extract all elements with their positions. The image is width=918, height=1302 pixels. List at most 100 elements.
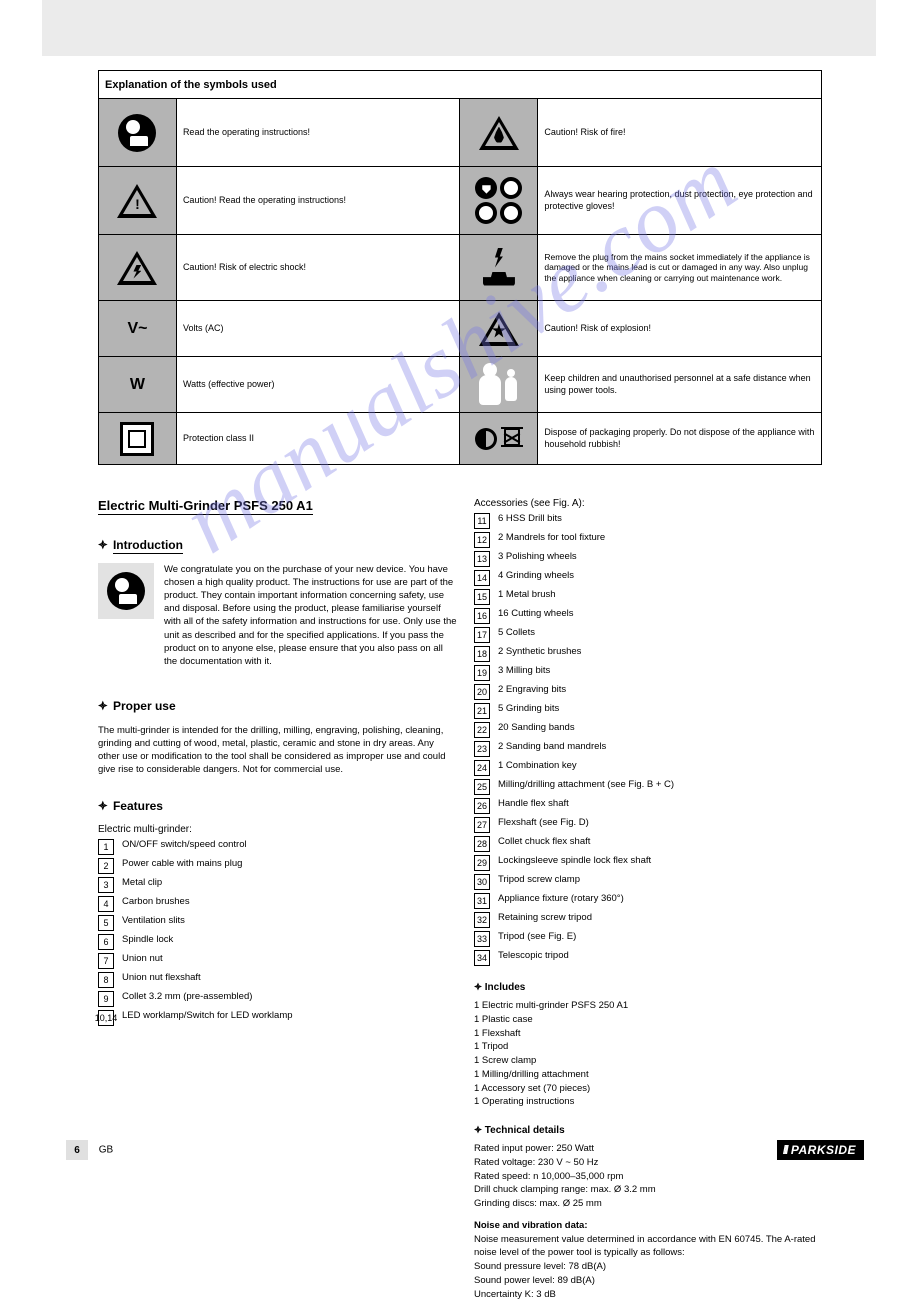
table-row: W Watts (effective power) Keep children … xyxy=(99,357,822,413)
header-bar xyxy=(42,0,876,56)
accessory-item: 34Telescopic tripod xyxy=(474,950,822,966)
includes-item: 1 Milling/drilling attachment xyxy=(474,1068,822,1082)
accessory-item: 116 HSS Drill bits xyxy=(474,513,822,529)
feature-number: 3 xyxy=(98,877,114,893)
accessory-number: 11 xyxy=(474,513,490,529)
feature-item: 1ON/OFF switch/speed control xyxy=(98,839,458,855)
accessory-label: Lockingsleeve spindle lock flex shaft xyxy=(498,855,651,868)
accessory-number: 33 xyxy=(474,931,490,947)
accessory-label: 2 Synthetic brushes xyxy=(498,646,581,659)
accessory-item: 19 3 Milling bits xyxy=(474,665,822,681)
feature-label: Collet 3.2 mm (pre-assembled) xyxy=(122,991,252,1004)
symbol-text: Caution! Risk of electric shock! xyxy=(176,235,460,301)
feature-item: 4Carbon brushes xyxy=(98,896,458,912)
symbol-text: Caution! Read the operating instructions… xyxy=(176,167,460,235)
features-heading: 🟈 Features xyxy=(98,798,458,816)
feature-number: 6 xyxy=(98,934,114,950)
noise-list: Sound pressure level: 78 dB(A)Sound powe… xyxy=(474,1260,822,1301)
accessory-number: 29 xyxy=(474,855,490,871)
accessory-label: 1 Combination key xyxy=(498,760,577,773)
accessory-number: 25 xyxy=(474,779,490,795)
accessory-number: 28 xyxy=(474,836,490,852)
accessory-number: 23 xyxy=(474,741,490,757)
feature-label: Power cable with mains plug xyxy=(122,858,242,871)
accessory-label: Handle flex shaft xyxy=(498,798,569,811)
accessory-number: 22 xyxy=(474,722,490,738)
page-number: 6 xyxy=(66,1140,88,1160)
includes-item: 1 Screw clamp xyxy=(474,1054,822,1068)
accessory-number: 34 xyxy=(474,950,490,966)
accessory-label: Tripod (see Fig. E) xyxy=(498,931,576,944)
accessory-item: 133 Polishing wheels xyxy=(474,551,822,567)
accessory-item: 1616 Cutting wheels xyxy=(474,608,822,624)
unplug-icon xyxy=(460,235,538,301)
accessory-item: 28Collet chuck flex shaft xyxy=(474,836,822,852)
ppe-icon xyxy=(460,167,538,235)
symbol-text: Caution! Risk of explosion! xyxy=(538,301,822,357)
accessory-number: 17 xyxy=(474,627,490,643)
accessory-item: 30Tripod screw clamp xyxy=(474,874,822,890)
accessory-label: 3 Milling bits xyxy=(498,665,550,678)
accessory-number: 15 xyxy=(474,589,490,605)
accessory-label: 1 Metal brush xyxy=(498,589,556,602)
feature-number: 5 xyxy=(98,915,114,931)
symbol-text: Dispose of packaging properly. Do not di… xyxy=(538,413,822,465)
product-title: Electric Multi-Grinder PSFS 250 A1 xyxy=(98,498,458,515)
accessory-item: 32Retaining screw tripod xyxy=(474,912,822,928)
footer-left: 6 GB xyxy=(66,1140,113,1160)
accessory-number: 19 xyxy=(474,665,490,681)
symbol-text: Watts (effective power) xyxy=(176,357,460,413)
table-row: Caution! Risk of electric shock! Remove … xyxy=(99,235,822,301)
feature-label: Ventilation slits xyxy=(122,915,185,928)
includes-heading: 🟈 Includes xyxy=(474,980,822,995)
electric-shock-icon xyxy=(99,235,177,301)
feature-label: Metal clip xyxy=(122,877,162,890)
accessory-label: 16 Cutting wheels xyxy=(498,608,574,621)
feature-item: 8Union nut flexshaft xyxy=(98,972,458,988)
features-subhead: Electric multi-grinder: xyxy=(98,824,458,835)
footer-lang: GB xyxy=(99,1145,113,1156)
intro-heading: 🟈 Introduction xyxy=(98,537,458,555)
feature-item: 6Spindle lock xyxy=(98,934,458,950)
accessory-number: 31 xyxy=(474,893,490,909)
table-row: Protection class II Dispose of packaging… xyxy=(99,413,822,465)
table-row: Read the operating instructions! Caution… xyxy=(99,99,822,167)
symbol-text: Volts (AC) xyxy=(176,301,460,357)
accessory-number: 30 xyxy=(474,874,490,890)
accessory-number: 21 xyxy=(474,703,490,719)
feature-label: ON/OFF switch/speed control xyxy=(122,839,247,852)
accessory-item: 232 Sanding band mandrels xyxy=(474,741,822,757)
accessory-label: Flexshaft (see Fig. D) xyxy=(498,817,589,830)
accessory-label: Milling/drilling attachment (see Fig. B … xyxy=(498,779,674,792)
accessory-label: 20 Sanding bands xyxy=(498,722,575,735)
includes-item: 1 Tripod xyxy=(474,1040,822,1054)
symbol-text: Remove the plug from the mains socket im… xyxy=(538,235,822,301)
accessory-number: 13 xyxy=(474,551,490,567)
brand-badge: ///PARKSIDE xyxy=(777,1140,864,1160)
noise-item: Sound power level: 89 dB(A) xyxy=(474,1274,822,1288)
accessory-label: 5 Collets xyxy=(498,627,535,640)
tech-heading: 🟈 Technical details xyxy=(474,1123,822,1138)
feature-item: 2Power cable with mains plug xyxy=(98,858,458,874)
includes-item: 1 Flexshaft xyxy=(474,1027,822,1041)
feature-item: 5 Ventilation slits xyxy=(98,915,458,931)
table-row: V~ Volts (AC) Caution! Risk of explosion… xyxy=(99,301,822,357)
proper-use-text: The multi-grinder is intended for the dr… xyxy=(98,724,458,776)
noise-block: Noise and vibration data: Noise measurem… xyxy=(474,1219,822,1302)
symbol-text: Protection class II xyxy=(176,413,460,465)
left-column: Electric Multi-Grinder PSFS 250 A1 🟈 Int… xyxy=(98,498,458,1029)
accessory-number: 27 xyxy=(474,817,490,833)
accessory-number: 24 xyxy=(474,760,490,776)
accessory-number: 20 xyxy=(474,684,490,700)
tech-item: Rated speed: n 10,000–35,000 rpm xyxy=(474,1170,822,1184)
accessory-item: 215 Grinding bits xyxy=(474,703,822,719)
noise-item: Uncertainty K: 3 dB xyxy=(474,1288,822,1302)
includes-list: 1 Electric multi-grinder PSFS 250 A11 Pl… xyxy=(474,999,822,1109)
feature-label: LED worklamp/Switch for LED worklamp xyxy=(122,1010,293,1023)
symbols-table: Explanation of the symbols used Read the… xyxy=(98,70,822,465)
accessory-item: 27 Flexshaft (see Fig. D) xyxy=(474,817,822,833)
feature-item: 9Collet 3.2 mm (pre-assembled) xyxy=(98,991,458,1007)
accessory-item: 17 5 Collets xyxy=(474,627,822,643)
caution-icon: ! xyxy=(99,167,177,235)
accessory-item: 25 Milling/drilling attachment (see Fig. … xyxy=(474,779,822,795)
